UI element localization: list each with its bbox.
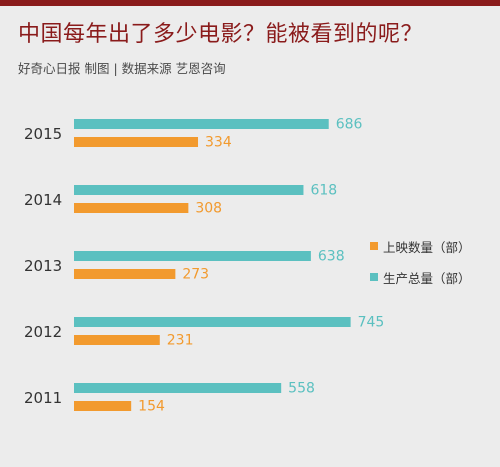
chart-title: 中国每年出了多少电影？能被看到的呢？ — [18, 22, 424, 47]
bar-produced-2012 — [74, 317, 351, 327]
bar-screened-2013 — [74, 269, 176, 279]
legend-swatch-produced — [370, 273, 378, 281]
legend-label-produced: 生产总量（部） — [383, 270, 471, 286]
chart-subtitle: 好奇心日报 制图 | 数据来源 艺恩咨询 — [18, 61, 226, 76]
legend-label-screened: 上映数量（部） — [383, 239, 471, 255]
category-label-2013: 2013 — [24, 257, 62, 275]
bar-screened-2012 — [74, 335, 160, 345]
legend-item-screened: 上映数量（部） — [370, 236, 471, 256]
data-label-produced-2013: 638 — [318, 249, 345, 265]
header-bar — [0, 0, 500, 6]
bar-produced-2015 — [74, 119, 329, 129]
data-label-screened-2013: 273 — [182, 267, 209, 283]
data-label-produced-2015: 686 — [336, 117, 363, 133]
bar-screened-2015 — [74, 137, 199, 147]
bar-produced-2013 — [74, 251, 311, 261]
legend-item-produced: 生产总量（部） — [370, 267, 471, 287]
data-label-screened-2015: 334 — [205, 135, 232, 151]
bar-produced-2011 — [74, 383, 282, 393]
data-label-produced-2011: 558 — [288, 381, 315, 397]
bar-screened-2011 — [74, 401, 132, 411]
data-label-screened-2012: 231 — [167, 333, 194, 349]
data-label-produced-2014: 618 — [310, 183, 337, 199]
bar-produced-2014 — [74, 185, 304, 195]
category-label-2014: 2014 — [24, 191, 62, 209]
legend: 上映数量（部） 生产总量（部） — [370, 236, 471, 298]
category-label-2015: 2015 — [24, 125, 62, 143]
data-label-screened-2014: 308 — [195, 201, 222, 217]
category-label-2012: 2012 — [24, 323, 62, 341]
bar-screened-2014 — [74, 203, 189, 213]
category-label-2011: 2011 — [24, 389, 62, 407]
data-label-produced-2012: 745 — [358, 315, 385, 331]
data-label-screened-2011: 154 — [138, 399, 165, 415]
legend-swatch-screened — [370, 242, 378, 250]
